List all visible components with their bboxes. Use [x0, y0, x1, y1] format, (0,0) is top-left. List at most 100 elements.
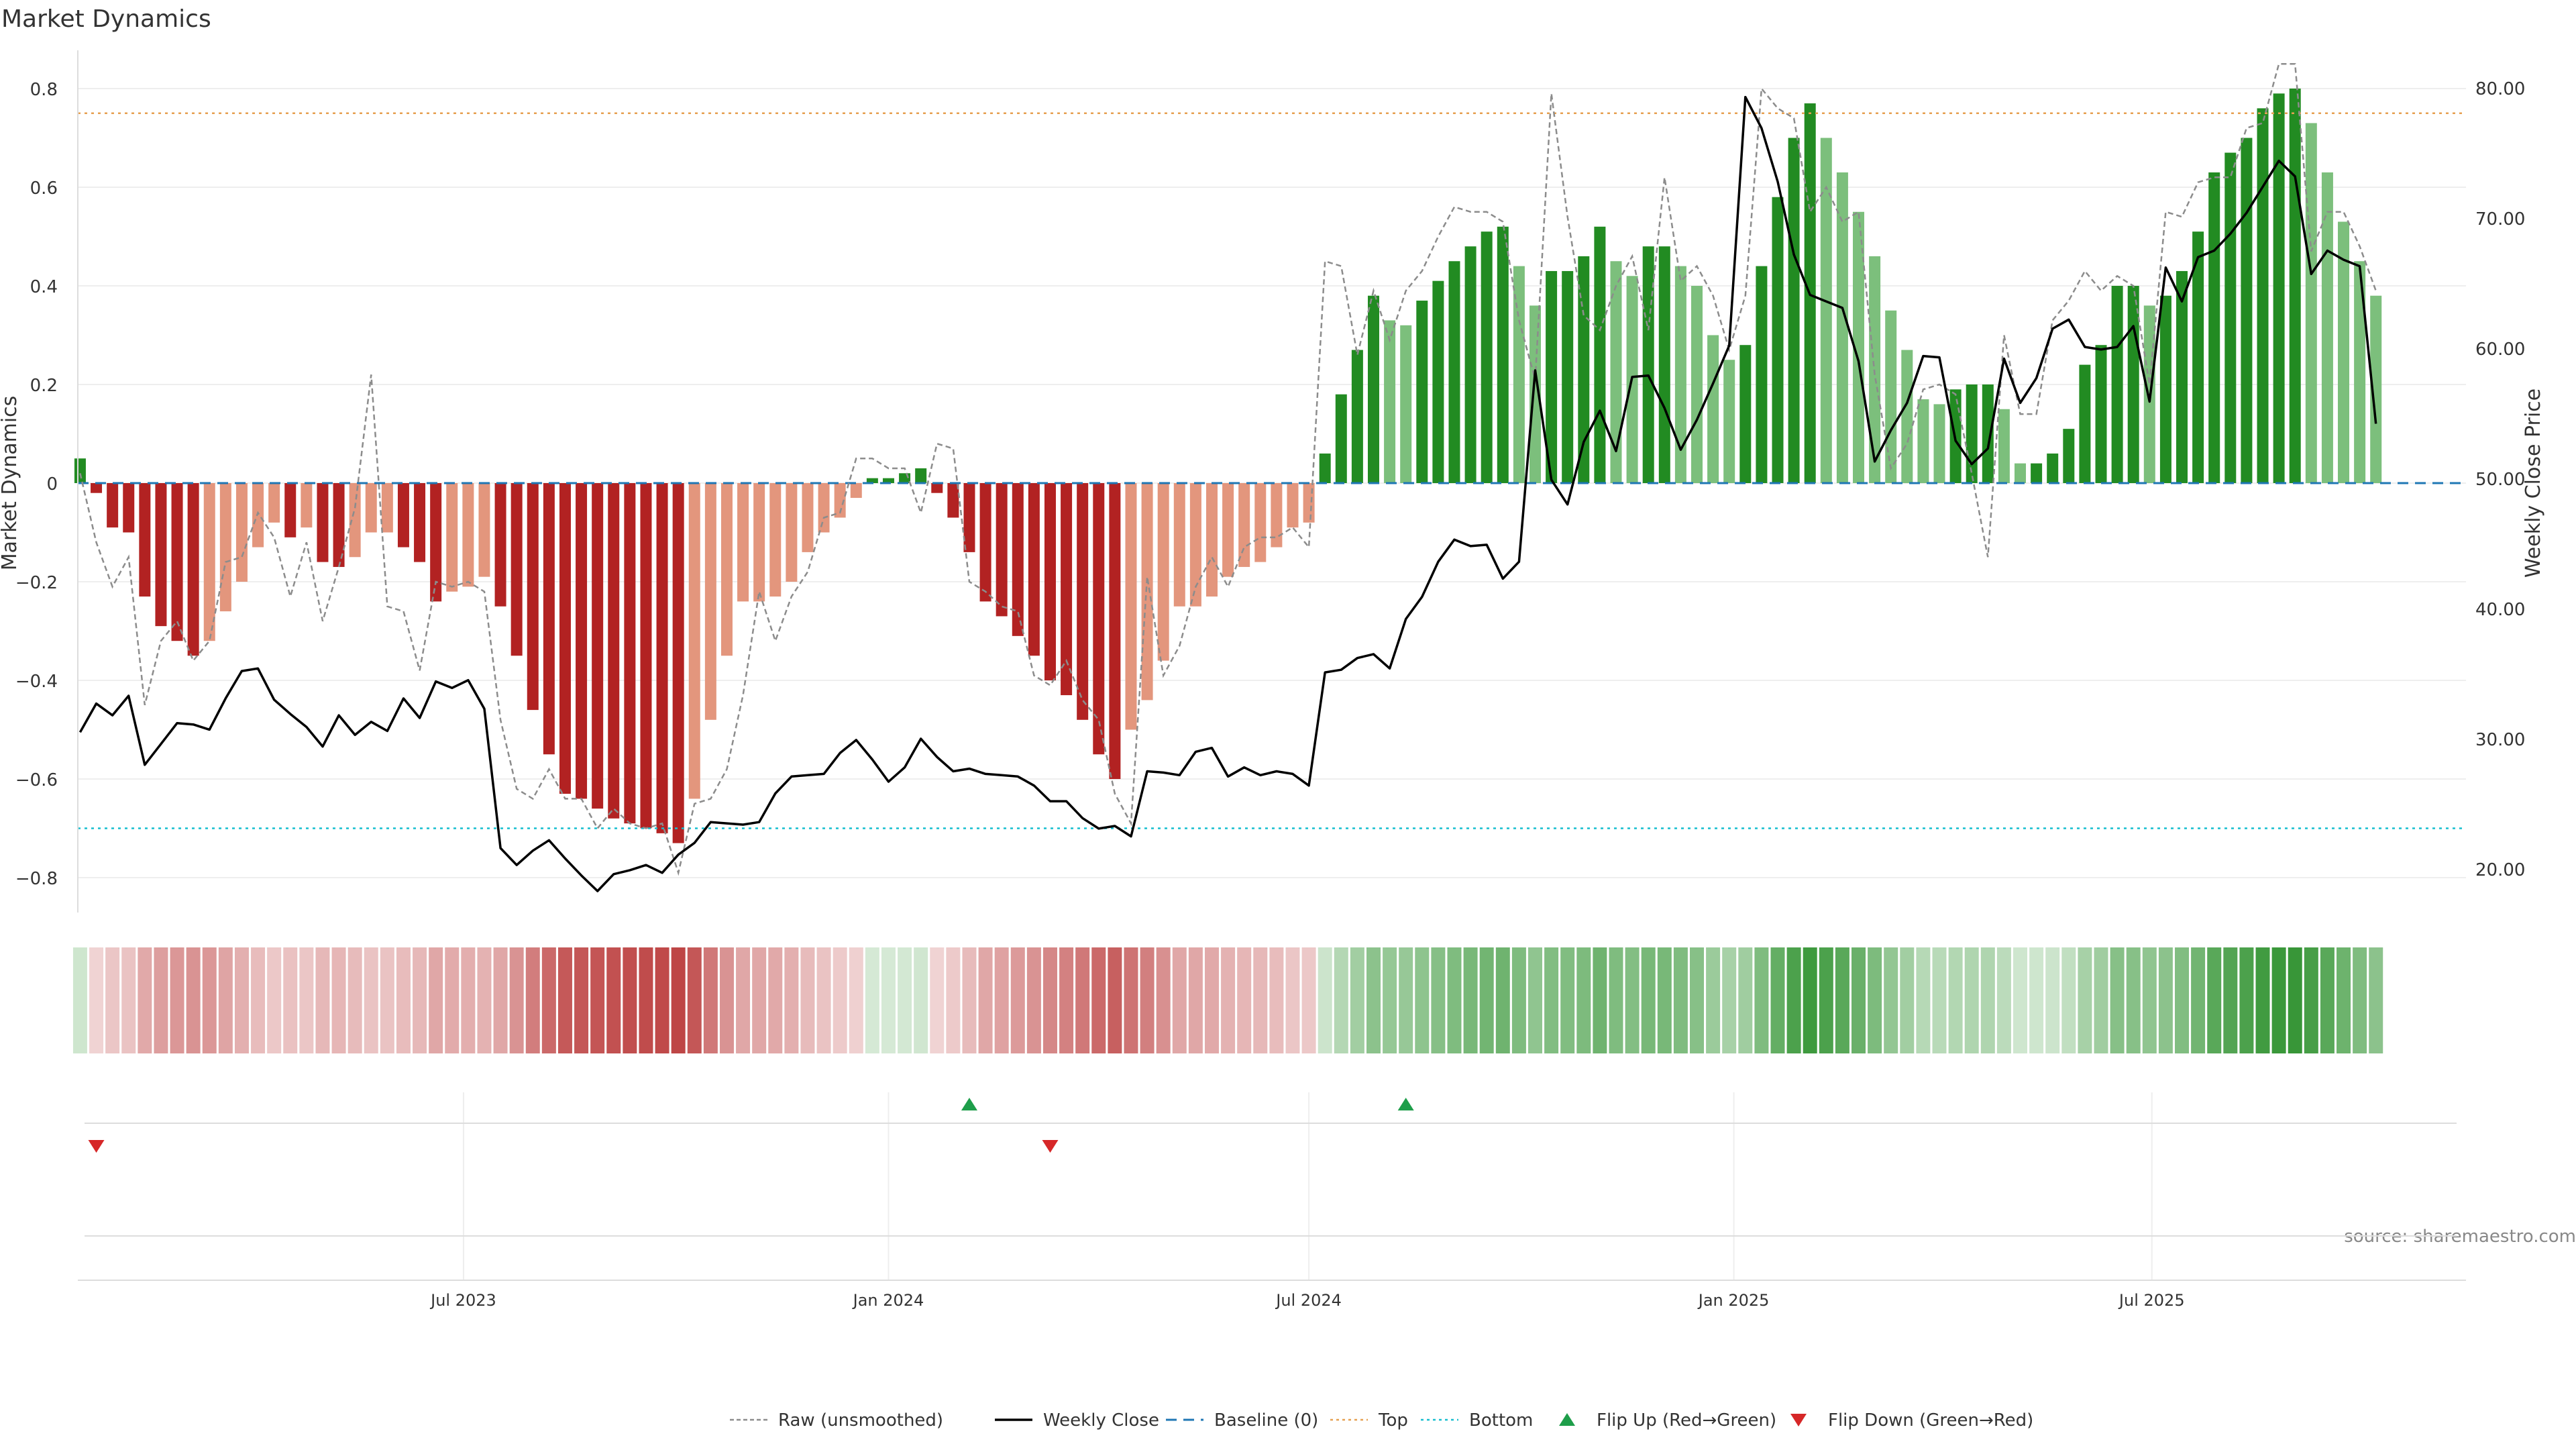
dynamics-bar [1205, 483, 1218, 597]
dynamics-bar [91, 483, 103, 493]
x-tick-label: Jul 2025 [2118, 1291, 2185, 1310]
strip-cell [251, 947, 266, 1053]
dynamics-bar [1513, 266, 1525, 483]
strip-cell [1851, 947, 1866, 1053]
dynamics-bar [1464, 246, 1477, 483]
dynamics-bar [1497, 226, 1509, 483]
strip-cell [1835, 947, 1849, 1053]
dynamics-bar [511, 483, 523, 656]
strip-cell [121, 947, 136, 1053]
strip-cell [477, 947, 492, 1053]
strip-cell [1334, 947, 1348, 1053]
dynamics-bar [1933, 404, 1945, 483]
y2-tick-label: 80.00 [2475, 79, 2525, 99]
strip-cell [1415, 947, 1430, 1053]
strip-cell [2110, 947, 2125, 1053]
dynamics-bar [2289, 89, 2301, 483]
dynamics-bar [107, 483, 119, 528]
dynamics-bar [1432, 280, 1444, 483]
strip-cell [881, 947, 896, 1053]
strip-cell [445, 947, 460, 1053]
dynamics-bar [1707, 335, 1719, 483]
strip-cell [962, 947, 977, 1053]
dynamics-bar [559, 483, 571, 794]
dynamics-bar [187, 483, 199, 656]
dynamics-bar [414, 483, 426, 562]
dynamics-bar [1351, 350, 1363, 483]
dynamics-bar [704, 483, 716, 720]
dynamics-bar [624, 483, 636, 824]
dynamics-bar [1125, 483, 1137, 730]
strip-cell [590, 947, 605, 1053]
strip-cell [703, 947, 718, 1053]
strip-cell [1996, 947, 2011, 1053]
dynamics-bar [2321, 172, 2333, 483]
dynamics-bar [1674, 266, 1686, 483]
raw-line [79, 63, 2377, 876]
strip-cell [2271, 947, 2286, 1053]
strip-cell [283, 947, 298, 1053]
strip-cell [1641, 947, 1656, 1053]
x-tick-label: Jul 2024 [1275, 1291, 1342, 1310]
x-tick-label: Jul 2023 [429, 1291, 496, 1310]
dynamics-bar [317, 483, 329, 562]
dynamics-bar [1173, 483, 1185, 607]
strip-cell [800, 947, 815, 1053]
x-tick-label: Jan 2025 [1697, 1291, 1770, 1310]
strip-cell [2223, 947, 2238, 1053]
strip-cell [687, 947, 702, 1053]
strip-cell [1075, 947, 1090, 1053]
dynamics-bar [786, 483, 798, 582]
strip-cell [752, 947, 767, 1053]
legend-label: Bottom [1469, 1410, 1533, 1431]
strip-cell [2094, 947, 2108, 1053]
strip-cell [1900, 947, 1915, 1053]
strip-cell [1140, 947, 1155, 1053]
lines-layer [78, 63, 2466, 892]
dynamics-bar [268, 483, 280, 523]
strength-strip [72, 947, 2383, 1053]
strip-cell [1964, 947, 1979, 1053]
dynamics-bar [1335, 394, 1347, 483]
dynamics-bar [252, 483, 264, 548]
strip-cell [413, 947, 427, 1053]
dynamics-bar [2241, 138, 2253, 483]
y2-tick-label: 30.00 [2475, 730, 2525, 750]
dynamics-bar [947, 483, 959, 518]
flip-markers-panel [85, 1098, 2457, 1237]
strip-cell [154, 947, 168, 1053]
legend-label: Baseline (0) [1214, 1410, 1318, 1431]
strip-cell [2061, 947, 2076, 1053]
dynamics-bar [818, 483, 830, 533]
strip-cell [1221, 947, 1236, 1053]
strip-cell [2337, 947, 2351, 1053]
strip-cell [1544, 947, 1559, 1053]
dynamics-bar [1546, 270, 1558, 483]
strip-cell [2320, 947, 2334, 1053]
strip-cell [461, 947, 476, 1053]
dynamics-bar [608, 483, 620, 819]
dynamics-bar [996, 483, 1008, 617]
dynamics-bar [672, 483, 684, 843]
dynamics-bar [1157, 483, 1169, 661]
dynamics-bar [2111, 286, 2123, 483]
strip-cell [1431, 947, 1446, 1053]
legend-swatch [1559, 1413, 1575, 1426]
dynamics-bar [688, 483, 700, 799]
dynamics-bar [2015, 463, 2027, 483]
strip-cell [994, 947, 1009, 1053]
strip-cell [1188, 947, 1203, 1053]
strip-cell [2239, 947, 2254, 1053]
dynamics-bar [1917, 399, 1929, 483]
dynamics-bar [1982, 384, 1994, 483]
dynamics-bar [1788, 138, 1800, 483]
dynamics-bar [1384, 320, 1396, 483]
dynamics-bar [527, 483, 539, 711]
dynamics-bar [1061, 483, 1073, 696]
strip-cell [331, 947, 346, 1053]
strip-cell [914, 947, 928, 1053]
strip-cell [541, 947, 556, 1053]
dynamics-bar [2192, 231, 2204, 483]
dynamics-bar [753, 483, 765, 602]
